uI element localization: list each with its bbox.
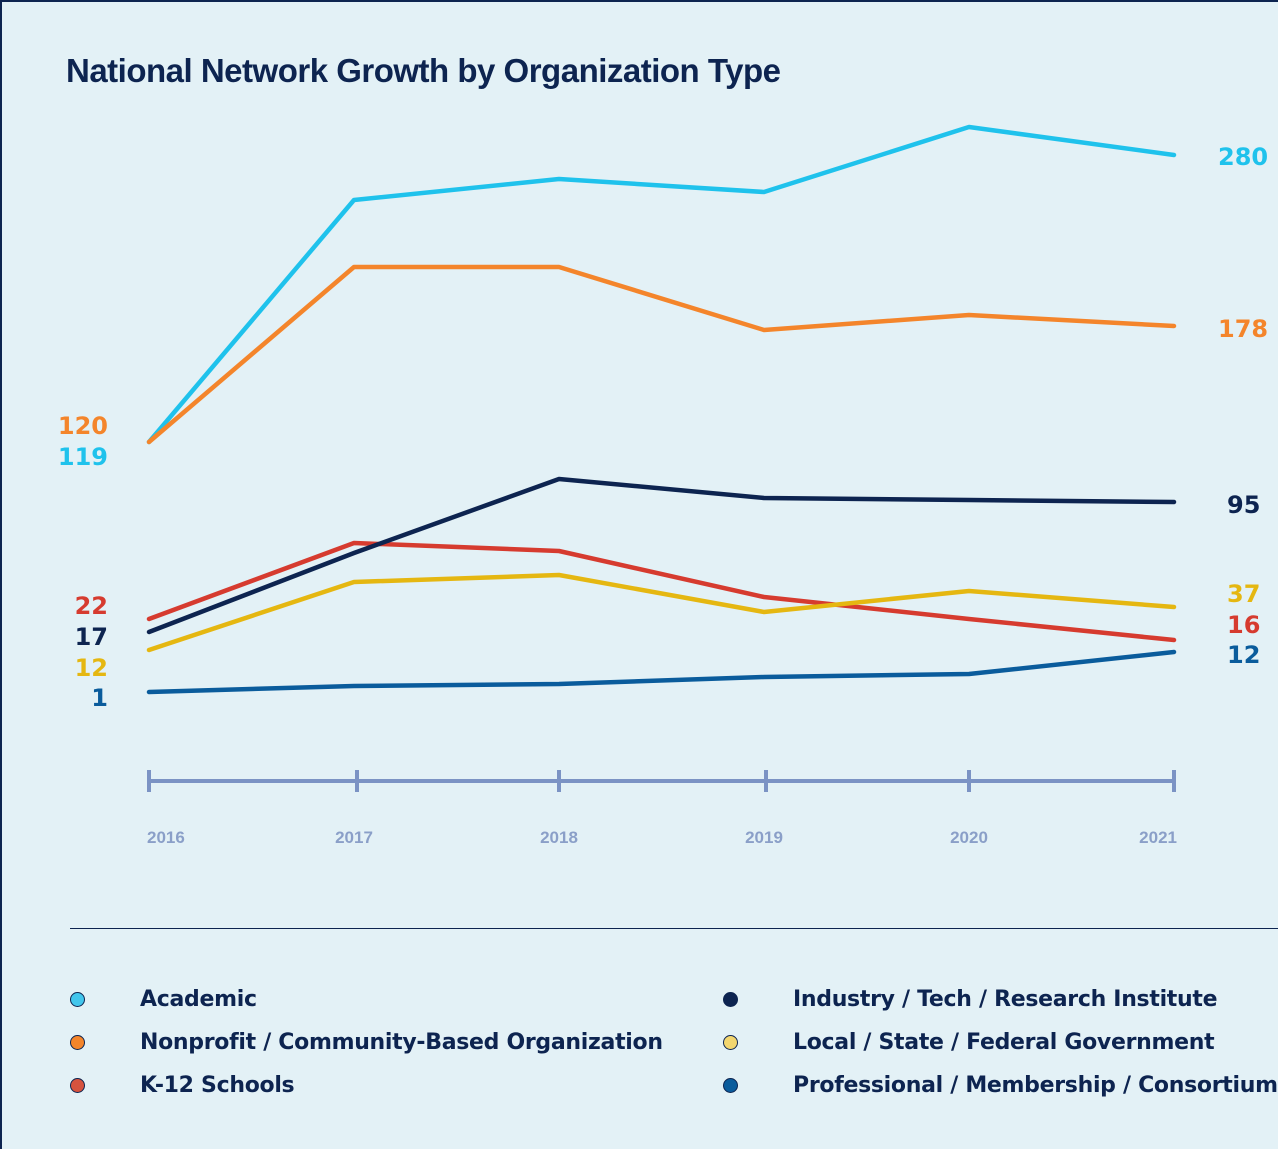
- series-start-label: 22: [75, 592, 108, 620]
- series-end-label: 12: [1227, 641, 1260, 669]
- legend-label: Nonprofit / Community-Based Organization: [140, 1029, 663, 1055]
- series-start-label: 119: [58, 443, 108, 471]
- legend-swatch: [723, 1034, 738, 1050]
- series-line: [146, 572, 1177, 653]
- legend-divider: [70, 928, 1278, 929]
- series-line: [146, 124, 1177, 445]
- series-end-label: 280: [1218, 143, 1268, 171]
- series-start-label: 120: [58, 412, 108, 440]
- legend-label: Professional / Membership / Consortium: [793, 1072, 1278, 1098]
- series-start-label: 1: [91, 684, 108, 712]
- legend-swatch: [70, 991, 85, 1007]
- chart-title: National Network Growth by Organization …: [66, 52, 781, 89]
- series-line: [146, 649, 1177, 695]
- legend-swatch: [70, 1034, 85, 1050]
- x-tick-label: 2020: [950, 828, 988, 847]
- x-tick-label: 2019: [745, 828, 783, 847]
- legend-item: K-12 Schools: [70, 1070, 295, 1100]
- x-tick-label: 2018: [540, 828, 578, 847]
- line-chart: 2016 2017 2018 2019 2020 2021 119 280 120 178 22 1…: [58, 124, 1268, 847]
- x-tick-label: 2016: [147, 828, 185, 847]
- series-start-label: 12: [75, 654, 108, 682]
- series-line: [146, 540, 1177, 643]
- legend-item: Professional / Membership / Consortium: [723, 1070, 1278, 1100]
- series-start-label: 17: [75, 623, 108, 651]
- legend-label: Industry / Tech / Research Institute: [793, 986, 1218, 1012]
- series-end-label: 37: [1227, 580, 1260, 608]
- legend-item: Academic: [70, 984, 257, 1014]
- series-lines: [146, 124, 1177, 695]
- legend-item: Nonprofit / Community-Based Organization: [70, 1027, 663, 1057]
- x-axis: 2016 2017 2018 2019 2020 2021: [147, 770, 1177, 847]
- legend-label: K-12 Schools: [140, 1072, 295, 1098]
- legend-swatch: [723, 991, 738, 1007]
- legend-swatch: [723, 1077, 738, 1093]
- series-line: [146, 264, 1177, 445]
- x-tick-label: 2017: [335, 828, 373, 847]
- legend-label: Academic: [140, 986, 257, 1012]
- series-line: [146, 476, 1177, 635]
- series-end-label: 178: [1218, 315, 1268, 343]
- legend-item: Industry / Tech / Research Institute: [723, 984, 1218, 1014]
- legend-label: Local / State / Federal Government: [793, 1029, 1215, 1055]
- series-end-label: 16: [1227, 611, 1260, 639]
- legend-item: Local / State / Federal Government: [723, 1027, 1215, 1057]
- series-end-label: 95: [1227, 491, 1260, 519]
- x-tick-label: 2021: [1139, 828, 1177, 847]
- legend-swatch: [70, 1077, 85, 1093]
